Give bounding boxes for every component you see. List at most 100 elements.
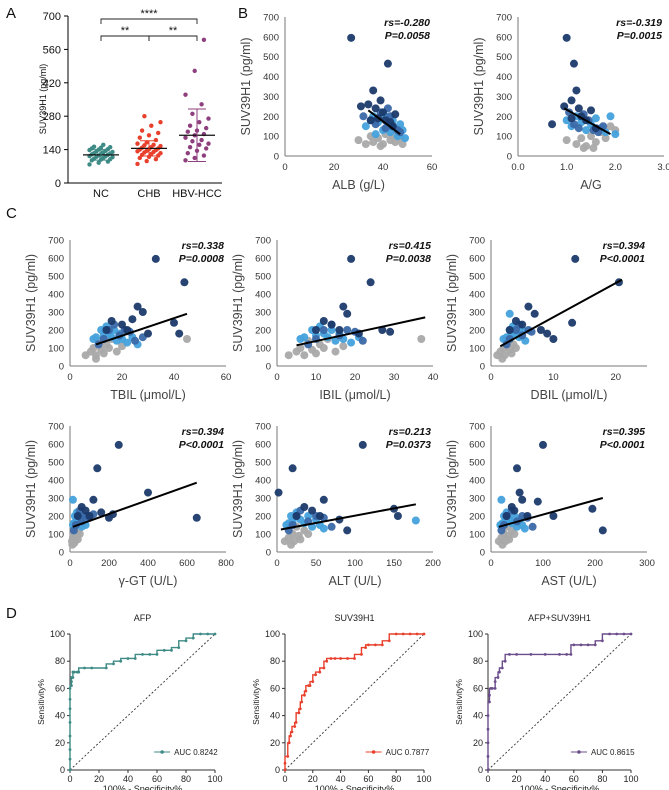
y-tick-label: 300 <box>263 92 279 103</box>
x-tick-label: 0 <box>274 372 279 383</box>
data-point <box>515 488 524 497</box>
data-point <box>417 335 426 343</box>
data-point <box>183 92 188 97</box>
y-tick-label: 300 <box>255 308 271 319</box>
y-tick-label: 0 <box>60 765 65 775</box>
data-point <box>190 111 195 117</box>
y-tick-label: 700 <box>496 13 512 24</box>
y-tick-label: 400 <box>48 476 64 487</box>
data-point <box>358 440 367 449</box>
y-tick-label: 400 <box>48 290 64 301</box>
panel-label-c: C <box>6 205 17 222</box>
legend-marker <box>371 750 376 754</box>
y-tick-label: 80 <box>270 656 280 666</box>
roc-point <box>104 666 108 670</box>
data-point <box>96 160 101 165</box>
regression-line <box>499 278 623 348</box>
x-tick-label: 60 <box>569 774 579 784</box>
roc-point <box>493 680 497 683</box>
data-point <box>572 86 581 95</box>
roc-point <box>493 687 497 690</box>
roc-curve <box>284 633 424 770</box>
roc-point <box>380 643 384 647</box>
data-point <box>356 102 365 111</box>
y-tick-label: 600 <box>469 440 485 451</box>
y-tick-label: 300 <box>255 494 271 505</box>
data-point <box>123 326 132 334</box>
panel-label-a: A <box>6 5 16 22</box>
data-point <box>507 349 516 358</box>
roc-point <box>601 639 604 643</box>
x-tick-label: 200 <box>425 558 441 569</box>
reference-diagonal <box>487 633 632 771</box>
roc-point <box>593 643 597 647</box>
data-point <box>315 512 324 520</box>
data-point <box>137 155 142 161</box>
data-point <box>185 129 190 134</box>
roc-point <box>119 659 123 663</box>
data-point <box>107 317 116 325</box>
data-point <box>371 130 380 139</box>
x-axis-label: AST (U/L) <box>541 574 596 588</box>
data-point <box>569 59 578 68</box>
x-tick-label: 300 <box>639 558 655 569</box>
data-point <box>518 495 527 504</box>
data-point <box>383 59 392 68</box>
y-tick-label: 200 <box>255 326 271 337</box>
x-axis-label: DBIL (μmol/L) <box>531 388 608 402</box>
data-point <box>87 162 92 167</box>
data-point <box>396 128 405 137</box>
roc-point <box>213 632 217 636</box>
data-point <box>347 254 356 263</box>
data-point <box>185 150 190 156</box>
y-tick-label: 500 <box>496 52 512 63</box>
roc-point <box>184 639 188 643</box>
scatter-b2: 0 100 200 300 400 500 600 700 0.0 1.0 2.0 3.0 A/G SUV… <box>472 13 669 193</box>
roc-point <box>126 657 130 660</box>
y-tick-label: 500 <box>263 52 279 63</box>
y-tick-label: 0 <box>480 548 485 559</box>
y-tick-label: 400 <box>263 72 279 83</box>
data-point <box>611 130 620 139</box>
roc-point <box>500 666 504 670</box>
data-point <box>572 140 581 149</box>
data-point <box>518 320 527 329</box>
y-tick-label: 0 <box>478 765 483 775</box>
data-point <box>187 123 193 128</box>
data-point <box>135 161 140 167</box>
data-point <box>579 144 588 153</box>
data-point <box>530 309 539 318</box>
y-tick-label: 700 <box>48 236 64 247</box>
roc-title: AFP <box>134 613 152 623</box>
data-point <box>567 114 576 123</box>
data-point <box>524 302 533 311</box>
data-point <box>144 329 152 338</box>
y-tick-label: 60 <box>270 683 280 693</box>
x-tick-label: 10 <box>548 372 559 383</box>
x-tick-label: 150 <box>386 558 402 569</box>
roc-point <box>112 662 115 666</box>
panel-label-d: D <box>6 605 17 622</box>
y-tick-label: 700 <box>255 422 271 433</box>
x-axis-label: A/G <box>580 178 602 192</box>
data-point <box>549 335 558 343</box>
data-point <box>97 508 106 517</box>
x-tick-label: 2.0 <box>609 162 622 173</box>
y-tick-label: 80 <box>55 656 65 666</box>
data-point <box>75 530 84 538</box>
roc-point <box>515 653 518 656</box>
y-axis-label: SUV39H1 (pg/ml) <box>472 38 486 136</box>
y-tick-label: 40 <box>55 711 65 721</box>
data-point <box>528 522 537 531</box>
y-tick-label: 0 <box>266 362 271 373</box>
legend-marker <box>577 750 581 754</box>
data-point <box>401 134 410 143</box>
data-point <box>175 329 184 338</box>
data-point <box>149 123 154 128</box>
roc-point <box>68 768 72 772</box>
roc-point <box>170 648 173 652</box>
x-tick-label: 800 <box>218 558 234 569</box>
data-point <box>296 535 305 544</box>
scatter-c2: 0 100 200 300 400 500 600 700 0 10 20 30 40 IBIL (μmo… <box>231 236 438 403</box>
